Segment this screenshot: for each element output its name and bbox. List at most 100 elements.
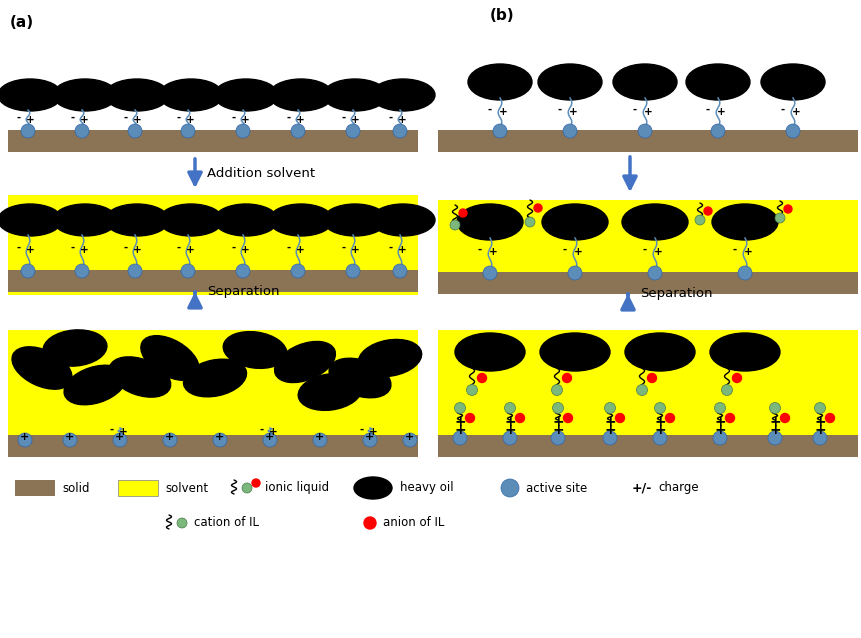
Circle shape <box>710 124 724 138</box>
Text: -: - <box>632 105 636 115</box>
Circle shape <box>635 385 647 396</box>
Ellipse shape <box>275 341 335 383</box>
Text: -: - <box>177 243 181 253</box>
Text: +: + <box>714 423 725 437</box>
Text: +: + <box>185 115 194 125</box>
Text: -: - <box>557 105 561 115</box>
Text: -: - <box>284 352 289 362</box>
Ellipse shape <box>12 347 72 389</box>
Text: +: + <box>743 247 752 257</box>
Circle shape <box>500 479 518 497</box>
Text: +: + <box>715 107 725 117</box>
Circle shape <box>814 403 825 413</box>
Bar <box>437 200 857 290</box>
Circle shape <box>637 124 651 138</box>
Text: -: - <box>642 245 647 255</box>
Circle shape <box>563 413 572 422</box>
Text: +: + <box>26 115 34 125</box>
Circle shape <box>774 213 784 223</box>
Text: +: + <box>405 432 414 442</box>
Text: +: + <box>643 107 652 117</box>
Circle shape <box>550 431 564 445</box>
Bar <box>8 435 418 457</box>
Circle shape <box>313 433 326 447</box>
Text: +: + <box>295 115 304 125</box>
Circle shape <box>647 266 661 280</box>
Text: -: - <box>109 425 114 435</box>
Text: +: + <box>65 432 75 442</box>
Text: -: - <box>509 339 514 352</box>
Ellipse shape <box>323 79 387 111</box>
Ellipse shape <box>158 204 223 236</box>
Circle shape <box>562 124 576 138</box>
Text: -: - <box>75 375 79 385</box>
Circle shape <box>127 124 142 138</box>
Circle shape <box>714 403 725 413</box>
Circle shape <box>533 204 542 212</box>
Text: ionic liquid: ionic liquid <box>264 482 329 494</box>
Text: +: + <box>498 107 507 117</box>
Text: +: + <box>315 432 325 442</box>
Circle shape <box>647 373 656 383</box>
Text: -: - <box>388 113 393 123</box>
Circle shape <box>458 209 467 217</box>
Ellipse shape <box>612 64 676 100</box>
Bar <box>118 480 158 496</box>
Circle shape <box>552 403 563 413</box>
Circle shape <box>653 403 665 413</box>
Ellipse shape <box>711 204 777 240</box>
Circle shape <box>236 264 250 278</box>
Text: +: + <box>295 245 304 255</box>
Circle shape <box>524 217 535 227</box>
Text: -: - <box>562 245 567 255</box>
Text: +: + <box>350 115 359 125</box>
Ellipse shape <box>158 79 223 111</box>
Circle shape <box>725 413 734 422</box>
Circle shape <box>482 266 497 280</box>
Circle shape <box>515 413 523 422</box>
Ellipse shape <box>109 357 170 397</box>
Text: +: + <box>119 427 127 437</box>
Text: +: + <box>768 415 780 429</box>
Text: charge: charge <box>657 482 697 494</box>
Circle shape <box>18 433 32 447</box>
Text: +: + <box>397 115 406 125</box>
Circle shape <box>363 517 375 529</box>
Circle shape <box>403 433 417 447</box>
Circle shape <box>503 431 517 445</box>
Circle shape <box>453 431 467 445</box>
Circle shape <box>466 385 477 396</box>
Circle shape <box>653 431 666 445</box>
Circle shape <box>291 264 305 278</box>
Circle shape <box>603 431 616 445</box>
Bar <box>8 330 418 455</box>
Ellipse shape <box>358 339 421 376</box>
Text: +/-: +/- <box>631 482 652 494</box>
Text: +: + <box>454 415 465 429</box>
Ellipse shape <box>456 204 523 240</box>
Ellipse shape <box>223 332 287 368</box>
Text: +: + <box>185 245 194 255</box>
Text: active site: active site <box>525 482 586 494</box>
Ellipse shape <box>64 365 126 404</box>
Text: +: + <box>79 245 89 255</box>
Text: Separation: Separation <box>639 288 712 300</box>
Circle shape <box>712 431 726 445</box>
Text: solvent: solvent <box>164 482 208 494</box>
Circle shape <box>181 264 195 278</box>
Circle shape <box>21 124 35 138</box>
Text: +: + <box>488 247 497 257</box>
Circle shape <box>784 205 791 213</box>
Ellipse shape <box>370 204 435 236</box>
Text: -: - <box>339 368 344 378</box>
Circle shape <box>694 215 704 225</box>
Text: -: - <box>477 245 481 255</box>
Ellipse shape <box>105 204 169 236</box>
Text: +: + <box>653 423 665 437</box>
Circle shape <box>604 403 615 413</box>
Text: +: + <box>369 427 377 437</box>
Circle shape <box>127 264 142 278</box>
Circle shape <box>263 433 276 447</box>
Circle shape <box>779 413 789 422</box>
Text: +: + <box>504 415 515 429</box>
